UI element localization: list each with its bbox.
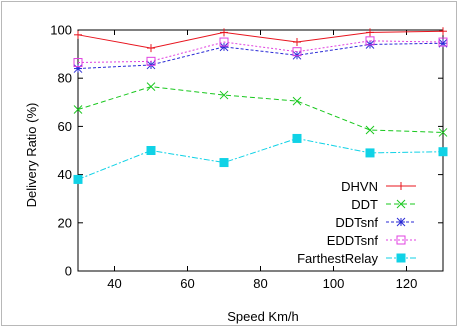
data-point: [219, 158, 229, 168]
legend-label: FarthestRelay: [297, 251, 378, 266]
legend-item: EDDTsnf: [327, 233, 416, 248]
data-point: [438, 37, 448, 47]
data-point: [220, 28, 228, 37]
legend-marker: [396, 253, 406, 263]
y-tick-label: 40: [58, 167, 72, 182]
data-point: [292, 96, 302, 106]
x-tick-label: 60: [180, 276, 194, 291]
data-point: [147, 44, 155, 53]
plot-area-border: [77, 29, 444, 272]
series-farthestrelay: [73, 133, 448, 184]
data-point: [438, 147, 448, 157]
series-line-dhvn: [77, 30, 444, 49]
legend-marker: [396, 235, 406, 245]
data-point: [292, 133, 302, 143]
y-tick-label: 80: [58, 71, 72, 86]
data-point: [365, 36, 375, 46]
data-point: [293, 38, 301, 47]
data-point: [146, 56, 156, 66]
data-point: [73, 174, 83, 184]
data-point: [365, 148, 375, 158]
legend-label: DDTsnf: [335, 215, 378, 230]
data-point: [74, 30, 82, 39]
y-axis-label: Delivery Ratio (%): [24, 103, 39, 208]
data-point: [438, 128, 448, 137]
data-point: [365, 125, 375, 135]
legend-marker: [396, 217, 406, 227]
x-tick-label: 80: [253, 276, 267, 291]
legend-marker: [396, 199, 406, 209]
data-point: [146, 82, 156, 91]
data-point: [219, 37, 229, 47]
series-ddtsnf: [73, 38, 448, 73]
data-point: [219, 90, 229, 100]
legend-item: DDT: [351, 197, 416, 212]
y-tick-label: 100: [50, 23, 72, 38]
series-ddt: [73, 82, 448, 137]
x-axis-label: Speed Km/h: [227, 309, 299, 324]
data-point: [73, 58, 83, 68]
series-line-eddtsnf: [77, 40, 444, 64]
y-tick-label: 20: [58, 215, 72, 230]
data-point: [292, 47, 302, 57]
data-point: [439, 27, 447, 36]
chart-frame: [1, 1, 457, 326]
legend-item: DDTsnf: [335, 215, 416, 230]
data-point: [366, 28, 374, 37]
data-point: [73, 64, 83, 73]
series-line-ddtsnf: [77, 42, 444, 70]
legend-label: DDT: [351, 197, 378, 212]
series-line-ddt: [77, 86, 444, 133]
series-dhvn: [74, 27, 447, 53]
legend-label: EDDTsnf: [327, 233, 379, 248]
series-eddtsnf: [73, 36, 448, 68]
data-point: [219, 42, 229, 52]
x-tick-label: 120: [396, 276, 418, 291]
series-line-farthestrelay: [77, 137, 444, 180]
data-point: [73, 105, 83, 114]
legend-item: DHVN: [341, 179, 416, 194]
legend-marker: [397, 182, 405, 190]
y-tick-label: 60: [58, 119, 72, 134]
data-point: [146, 146, 156, 155]
x-tick-label: 100: [323, 276, 345, 291]
x-tick-label: 40: [107, 276, 121, 291]
legend-item: FarthestRelay: [297, 251, 416, 266]
y-tick-label: 0: [65, 264, 72, 279]
legend-label: DHVN: [341, 179, 378, 194]
